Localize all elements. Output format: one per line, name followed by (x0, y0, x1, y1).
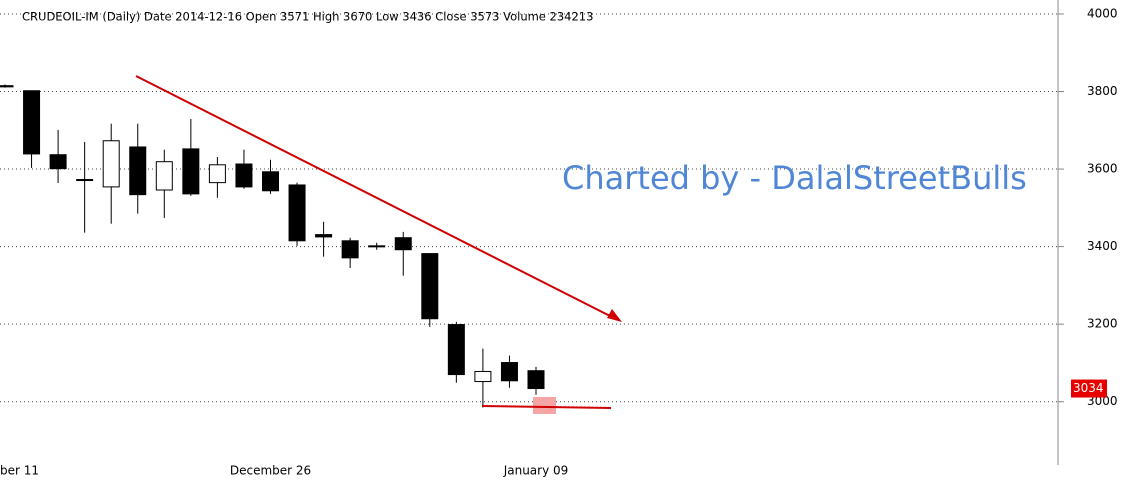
x-tick-label: January 09 (503, 464, 569, 478)
candle-body (288, 184, 306, 242)
candle-body (129, 146, 147, 196)
candle-body (0, 85, 14, 88)
candle-body (500, 362, 518, 382)
candle-body (76, 179, 94, 182)
candle-body (315, 234, 333, 238)
candle-body (235, 163, 253, 188)
y-tick-label: 3400 (1087, 239, 1118, 253)
chart-title: CRUDEOIL-IM (Daily) Date 2014-12-16 Open… (22, 10, 593, 24)
candle-body (394, 237, 412, 251)
candle-body (474, 370, 492, 383)
candle-body (23, 90, 41, 155)
candle-body (447, 324, 465, 376)
y-tick-label: 3200 (1087, 317, 1118, 331)
support-line (481, 405, 612, 409)
candle-body (262, 171, 279, 192)
trend-line (135, 75, 615, 319)
candle-body (155, 161, 173, 191)
last-price-label: 3034 (1073, 381, 1104, 395)
highlight-box (533, 397, 556, 414)
y-tick-label: 4000 (1087, 6, 1118, 20)
x-tick-label: December 26 (230, 464, 311, 478)
candle-body (208, 164, 226, 184)
candle-body (341, 240, 359, 259)
candle-body (421, 253, 439, 320)
candle-body (49, 154, 67, 170)
watermark: Charted by - DalalStreetBulls (562, 159, 1027, 197)
x-tick-label: ber 11 (0, 464, 39, 478)
last-price-box (1071, 379, 1107, 398)
y-tick-label: 3600 (1087, 162, 1118, 176)
y-tick-label: 3800 (1087, 84, 1118, 98)
candle-body (368, 245, 386, 248)
trend-arrow (607, 309, 622, 322)
y-tick-label: 3000 (1087, 394, 1118, 408)
candle-body (527, 370, 545, 390)
candle-body (182, 148, 200, 195)
candle-body (102, 140, 120, 188)
